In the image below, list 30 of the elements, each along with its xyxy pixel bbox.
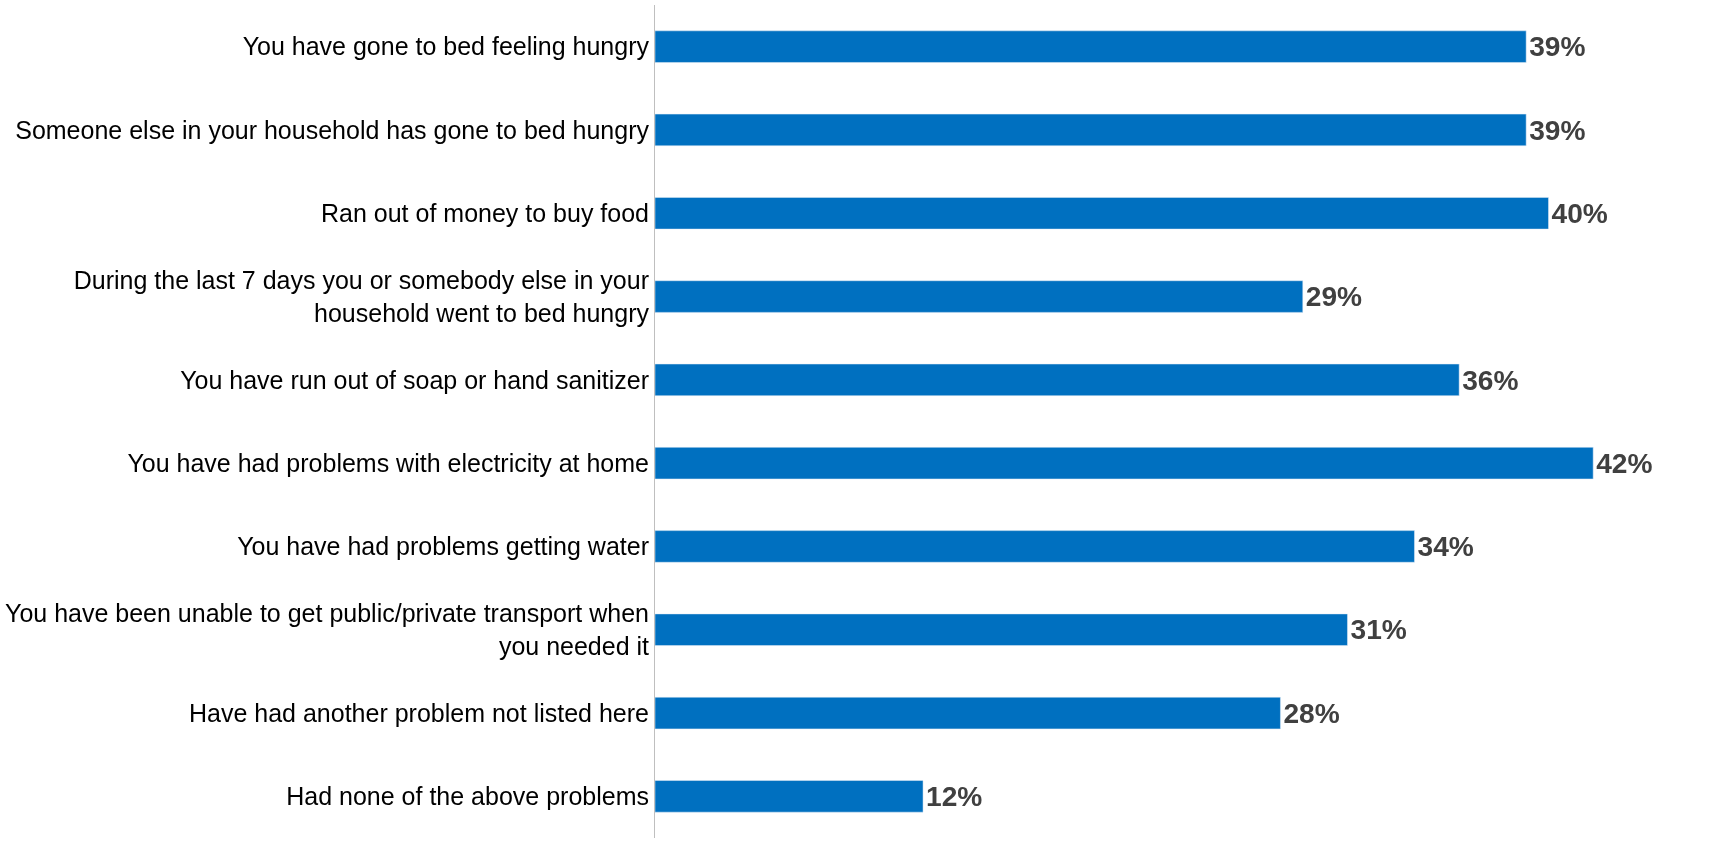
bar	[655, 363, 1460, 396]
bar	[655, 113, 1527, 147]
data-label: 31%	[1350, 614, 1407, 646]
data-label: 40%	[1551, 197, 1608, 229]
data-label: 29%	[1305, 281, 1363, 313]
bar	[655, 30, 1527, 63]
bar	[655, 780, 924, 813]
y-tick-label: You have been unable to get public/private transport when you needed it	[5, 599, 650, 660]
y-tick-label: Ran out of money to buy food	[321, 199, 649, 227]
data-label: 39%	[1529, 31, 1586, 63]
y-tick-label: You have had problems with electricity at home	[127, 448, 649, 477]
data-label: 34%	[1417, 531, 1474, 563]
bar	[655, 613, 1348, 646]
y-tick-label: Had none of the above problems	[286, 782, 649, 811]
y-tick-label: Someone else in your household has gone to bed hungry	[15, 115, 650, 144]
data-label: 28%	[1283, 697, 1340, 729]
data-label: 12%	[926, 781, 983, 813]
data-label: 39%	[1529, 114, 1586, 146]
data-label: 42%	[1596, 447, 1653, 479]
y-tick-label: You have had problems getting water	[237, 532, 649, 561]
bar	[655, 280, 1304, 313]
y-tick-label: Have had another problem not listed here	[188, 698, 649, 727]
y-tick-label: During the last 7 days you or somebody else in your household went to bed hungry	[73, 266, 650, 327]
bar	[655, 696, 1281, 730]
bar	[655, 197, 1549, 230]
y-tick-label: You have run out of soap or hand sanitizer	[180, 365, 649, 394]
bar	[655, 447, 1594, 480]
y-tick-label: You have gone to bed feeling hungry	[242, 32, 650, 61]
data-label: 36%	[1462, 364, 1519, 396]
bar	[655, 530, 1415, 563]
